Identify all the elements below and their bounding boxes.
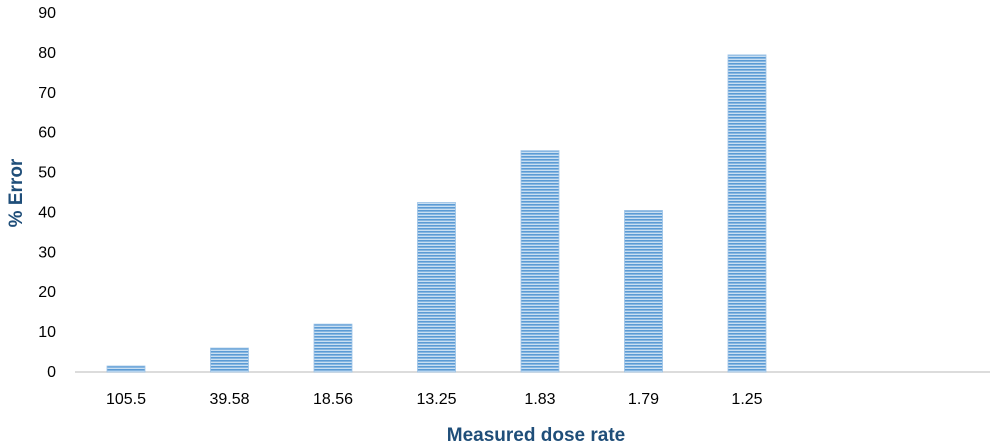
x-tick-label: 1.79	[628, 391, 659, 408]
y-tick-label: 50	[38, 165, 56, 182]
y-tick-label: 20	[38, 284, 56, 301]
bar	[727, 54, 767, 373]
x-axis-title: Measured dose rate	[447, 425, 625, 446]
bar	[624, 210, 663, 373]
x-tick-label: 13.25	[416, 391, 456, 408]
bar	[106, 365, 146, 373]
x-tick-label: 39.58	[209, 391, 249, 408]
y-tick-label: 30	[38, 244, 56, 261]
bar	[313, 323, 353, 373]
y-tick-label: 70	[38, 85, 56, 102]
y-tick-label: 80	[38, 45, 56, 62]
x-tick-label: 1.83	[524, 391, 555, 408]
x-tick-label: 1.25	[731, 391, 762, 408]
bars	[106, 54, 767, 373]
y-axis-ticks: 0 10 20 30 40 50 60 70 80 90	[38, 5, 56, 381]
x-tick-label: 105.5	[106, 391, 146, 408]
y-tick-label: 0	[47, 364, 56, 381]
y-tick-label: 60	[38, 125, 56, 142]
x-tick-label: 18.56	[313, 391, 353, 408]
x-axis-ticks: 105.5 39.58 18.56 13.25 1.83 1.79 1.25	[106, 391, 763, 408]
y-tick-label: 10	[38, 324, 56, 341]
bar	[520, 150, 560, 373]
y-axis-title: % Error	[6, 158, 27, 227]
y-tick-label: 90	[38, 5, 56, 22]
bar	[417, 202, 456, 373]
y-tick-label: 40	[38, 204, 56, 221]
bar	[210, 347, 249, 373]
